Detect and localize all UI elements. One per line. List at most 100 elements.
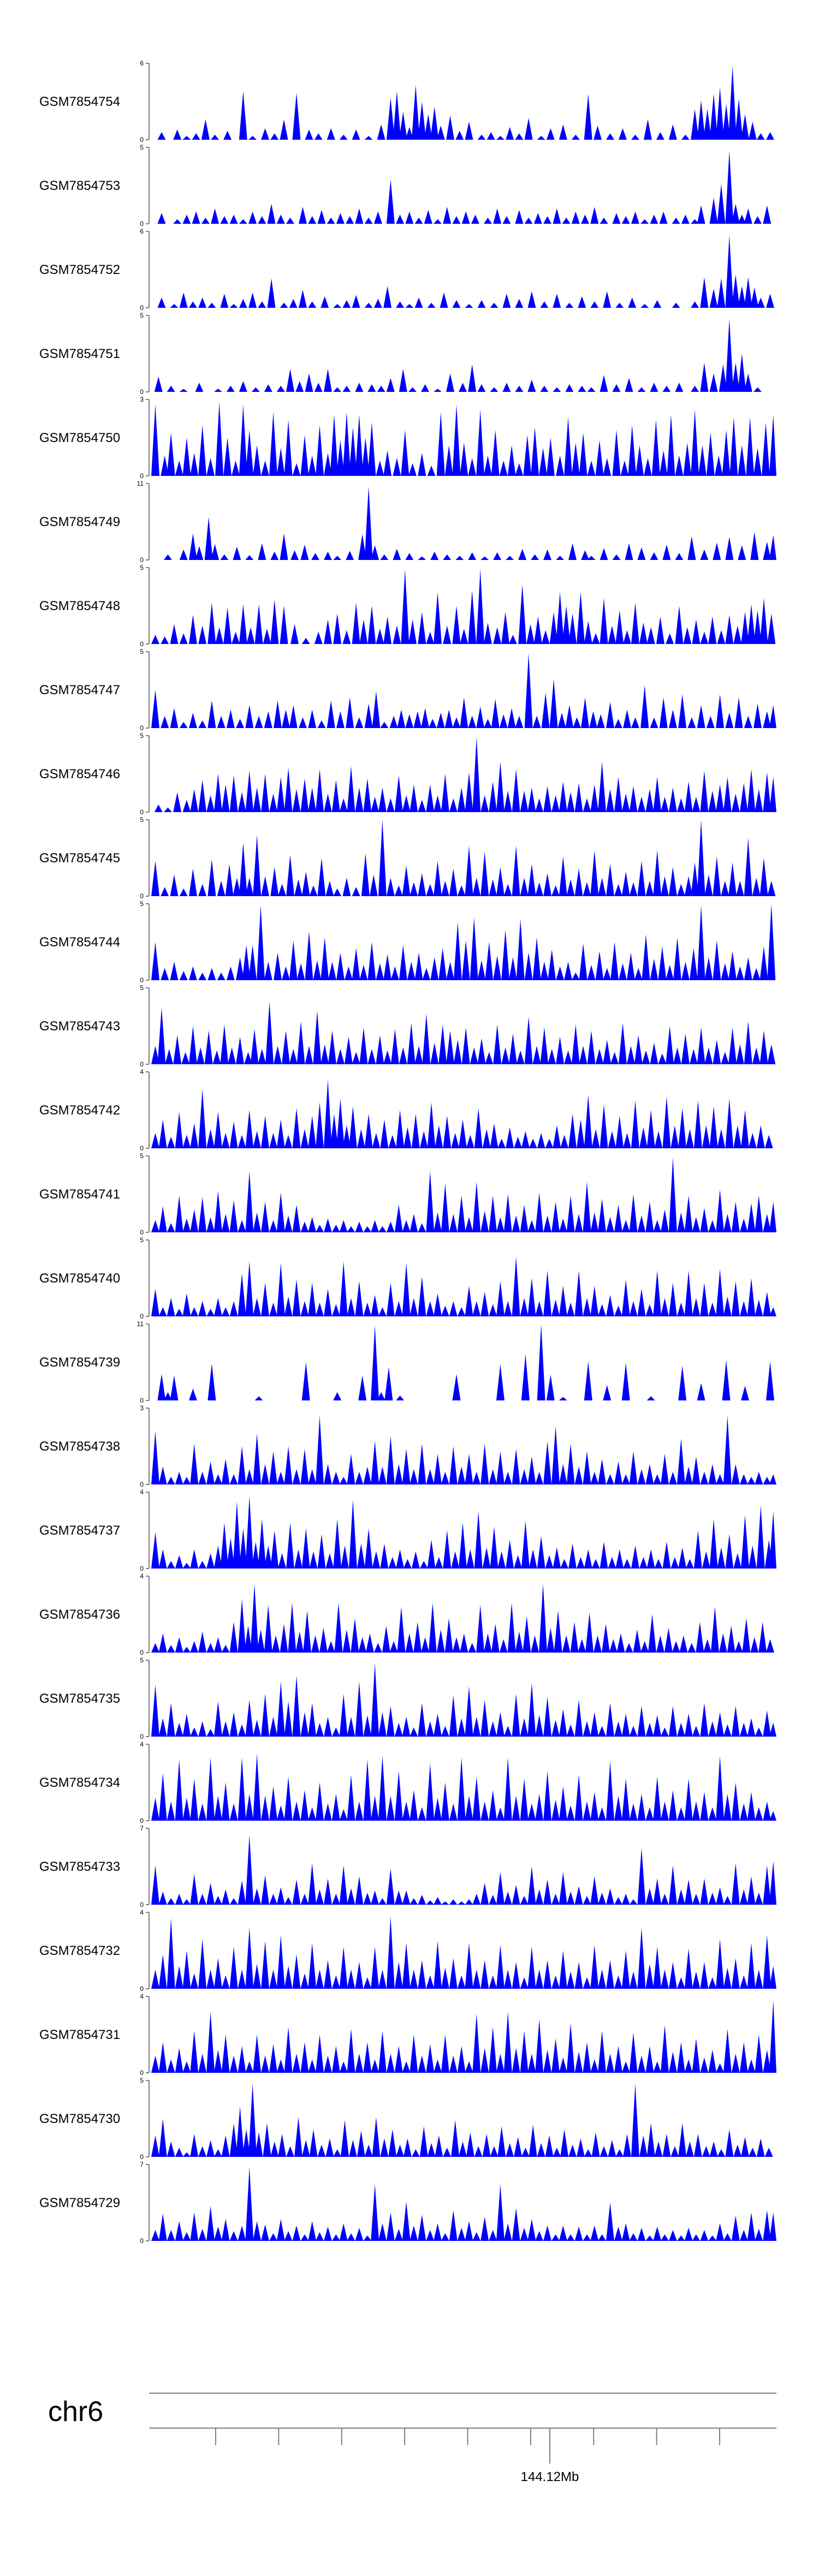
coverage-peak: [543, 1271, 552, 1316]
coverage-peak: [438, 1024, 447, 1064]
track-ymax-label: 6: [140, 228, 144, 235]
coverage-peak: [747, 769, 756, 812]
coverage-peak: [503, 1726, 512, 1737]
coverage-peak: [292, 1802, 301, 1821]
coverage-peak: [543, 2226, 552, 2241]
coverage-peak: [518, 548, 527, 560]
coverage-peak: [484, 622, 492, 644]
coverage-peak: [676, 1889, 685, 1905]
coverage-peak: [704, 1047, 713, 1064]
coverage-peak: [457, 1466, 466, 1484]
coverage-peak: [717, 1547, 726, 1569]
coverage-peak: [645, 2235, 654, 2241]
coverage-peak: [380, 2138, 389, 2157]
coverage-peak: [339, 1809, 348, 1821]
coverage-peak: [427, 1102, 436, 1148]
coverage-peak: [654, 2142, 663, 2157]
coverage-peak: [503, 1194, 512, 1232]
coverage-peak: [212, 1050, 221, 1064]
coverage-peak: [661, 1727, 669, 1737]
coverage-peak: [316, 1225, 324, 1232]
coverage-peak: [728, 951, 737, 980]
coverage-peak: [430, 551, 439, 560]
coverage-peak: [645, 789, 654, 812]
coverage-peak: [426, 2230, 435, 2241]
coverage-peak: [549, 679, 558, 728]
coverage-peak: [402, 1891, 411, 1905]
coverage-peak: [182, 1135, 191, 1148]
coverage-peak: [238, 1881, 246, 1905]
coverage-peak: [769, 1307, 776, 1316]
coverage-peak: [480, 851, 489, 896]
coverage-peak: [574, 1962, 583, 1989]
coverage-peak: [507, 1603, 516, 1653]
coverage-peak: [286, 217, 294, 224]
coverage-peak: [396, 214, 405, 224]
coverage-peak: [662, 1542, 671, 1569]
coverage-peak: [755, 1195, 763, 1232]
coverage-peak: [206, 2206, 215, 2241]
coverage-peak: [248, 945, 257, 980]
track-label: GSM7854754: [39, 94, 120, 109]
coverage-peak: [590, 1792, 599, 1821]
coverage-peak: [533, 616, 542, 644]
coverage-peak: [316, 1970, 324, 1989]
coverage-peak: [497, 2126, 506, 2157]
coverage-peak: [378, 2223, 387, 2241]
coverage-peak: [759, 946, 768, 980]
coverage-peak: [676, 1977, 685, 1989]
coverage-peak: [248, 293, 257, 308]
coverage-peak: [151, 1046, 159, 1064]
coverage-peak: [355, 2228, 364, 2241]
coverage-peak: [363, 2235, 372, 2241]
coverage-peak: [418, 453, 426, 476]
coverage-peak: [434, 219, 442, 224]
coverage-peak: [490, 1526, 498, 1569]
coverage-peak: [276, 1263, 285, 1316]
coverage-peak: [410, 2226, 418, 2241]
coverage-peak: [386, 1869, 395, 1905]
coverage-peak: [709, 373, 718, 392]
coverage-peak: [269, 1786, 277, 1821]
coverage-peak: [763, 541, 771, 560]
coverage-peak: [571, 1024, 580, 1064]
coverage-peak: [466, 1549, 474, 1569]
coverage-peak: [631, 603, 639, 644]
coverage-peak: [393, 625, 401, 644]
coverage-peak: [562, 606, 571, 644]
coverage-peak: [161, 636, 169, 644]
coverage-peak: [485, 942, 494, 980]
coverage-peak: [540, 962, 549, 980]
coverage-peak: [236, 1036, 245, 1064]
coverage-peak: [358, 1375, 367, 1400]
coverage-peak: [548, 1049, 556, 1064]
coverage-peak: [520, 790, 529, 812]
coverage-peak: [758, 1622, 767, 1653]
coverage-peak: [503, 1892, 512, 1905]
coverage-peak: [564, 962, 572, 980]
coverage-peak: [708, 2235, 717, 2241]
coverage-peak: [574, 868, 583, 896]
coverage-peak: [668, 1471, 677, 1484]
coverage-peak: [309, 2129, 318, 2157]
coverage-peak: [449, 868, 458, 896]
coverage-peak: [629, 1899, 638, 1905]
coverage-peak: [537, 1324, 545, 1400]
coverage-peak: [428, 719, 437, 728]
coverage-peak: [583, 1977, 591, 1989]
track-ymax-label: 5: [140, 732, 144, 740]
coverage-peak: [653, 850, 662, 896]
coverage-peak: [520, 1896, 529, 1905]
coverage-peak: [324, 1080, 332, 1148]
coverage-peak: [634, 1035, 643, 1064]
coverage-peak: [590, 784, 599, 812]
coverage-peak: [645, 1722, 654, 1737]
coverage-peak: [245, 430, 254, 476]
coverage-peak: [595, 951, 604, 980]
coverage-peak: [465, 1217, 473, 1232]
coverage-peak: [449, 798, 458, 812]
coverage-peak: [692, 1894, 701, 1905]
coverage-peak: [394, 1464, 403, 1484]
